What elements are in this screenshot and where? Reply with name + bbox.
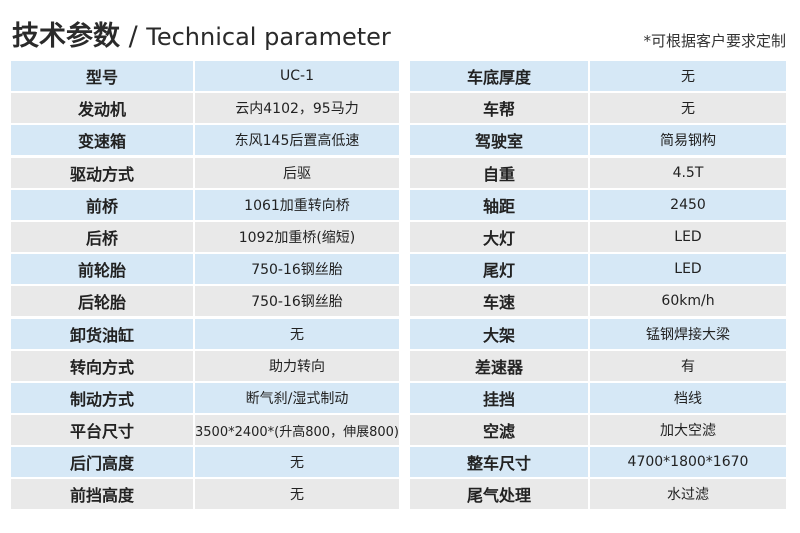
- spec-value: LED: [590, 221, 786, 252]
- spec-label: 驱动方式: [11, 157, 193, 188]
- spec-label: 大架: [410, 318, 588, 349]
- spec-label: 挂挡: [410, 382, 588, 413]
- page-title: 技术参数 / Technical parameter: [12, 14, 391, 53]
- table-row: 后轮胎 750-16钢丝胎: [11, 286, 399, 317]
- spec-value: 无: [195, 318, 399, 349]
- spec-label: 车速: [410, 286, 588, 317]
- spec-value: 3500*2400*(升高800，伸展800): [195, 415, 399, 446]
- spec-value: 东风145后置高低速: [195, 125, 399, 156]
- spec-value: 2450: [590, 189, 786, 220]
- table-row: 驾驶室 简易钢构: [410, 125, 786, 156]
- spec-label: 前轮胎: [11, 254, 193, 285]
- spec-value: 60km/h: [590, 286, 786, 317]
- table-row: 前轮胎 750-16钢丝胎: [11, 254, 399, 285]
- spec-label: 后桥: [11, 221, 193, 252]
- spec-label: 前桥: [11, 189, 193, 220]
- table-row: 大灯 LED: [410, 221, 786, 252]
- spec-label: 发动机: [11, 93, 193, 124]
- table-row: 轴距 2450: [410, 189, 786, 220]
- spec-value: 750-16钢丝胎: [195, 254, 399, 285]
- table-row: 空滤 加大空滤: [410, 415, 786, 446]
- spec-value: 4700*1800*1670: [590, 447, 786, 478]
- spec-value: 云内4102，95马力: [195, 93, 399, 124]
- spec-label: 转向方式: [11, 350, 193, 381]
- spec-label: 整车尺寸: [410, 447, 588, 478]
- table-row: 挂挡 档线: [410, 382, 786, 413]
- table-row: 车速 60km/h: [410, 286, 786, 317]
- title-cn: 技术参数: [12, 21, 120, 52]
- table-row: 后门高度无: [11, 447, 399, 478]
- spec-value: 断气刹/湿式制动: [195, 382, 399, 413]
- spec-label: 车帮: [410, 93, 588, 124]
- spec-label: 大灯: [410, 221, 588, 252]
- spec-label: 差速器: [410, 350, 588, 381]
- table-row: 制动方式 断气刹/湿式制动: [11, 382, 399, 413]
- spec-value: 后驱: [195, 157, 399, 188]
- spec-value: 无: [590, 61, 786, 91]
- spec-label: 后门高度: [11, 447, 193, 478]
- spec-value: 简易钢构: [590, 125, 786, 156]
- spec-label: 自重: [410, 157, 588, 188]
- table-row: 尾气处理 水过滤: [410, 479, 786, 510]
- spec-label: 后轮胎: [11, 286, 193, 317]
- table-row: 变速箱 东风145后置高低速: [11, 125, 399, 156]
- spec-label: 平台尺寸: [11, 415, 193, 446]
- table-row: 卸货油缸无: [11, 318, 399, 349]
- spec-value: 1061加重转向桥: [195, 189, 399, 220]
- table-row: 自重 4.5T: [410, 157, 786, 188]
- table-row: 整车尺寸 4700*1800*1670: [410, 447, 786, 478]
- spec-value: LED: [590, 254, 786, 285]
- spec-value: 助力转向: [195, 350, 399, 381]
- spec-value: 无: [195, 447, 399, 478]
- spec-label: 轴距: [410, 189, 588, 220]
- table-row: 差速器有: [410, 350, 786, 381]
- table-row: 前桥 1061加重转向桥: [11, 189, 399, 220]
- table-row: 车帮无: [410, 93, 786, 124]
- spec-label: 卸货油缸: [11, 318, 193, 349]
- table-row: 平台尺寸 3500*2400*(升高800，伸展800): [11, 415, 399, 446]
- table-row: 型号 UC-1: [11, 61, 399, 91]
- table-row: 驱动方式 后驱: [11, 157, 399, 188]
- spec-label: 尾气处理: [410, 479, 588, 510]
- spec-label: 变速箱: [11, 125, 193, 156]
- spec-value: 档线: [590, 382, 786, 413]
- title-en: Technical parameter: [146, 23, 391, 51]
- table-row: 车底厚度无: [410, 61, 786, 91]
- table-row: 转向方式 助力转向: [11, 350, 399, 381]
- spec-label: 制动方式: [11, 382, 193, 413]
- customization-note: *可根据客户要求定制: [643, 32, 786, 50]
- spec-value: 4.5T: [590, 157, 786, 188]
- spec-value: 1092加重桥(缩短): [195, 221, 399, 252]
- spec-value: 无: [195, 479, 399, 510]
- spec-label: 驾驶室: [410, 125, 588, 156]
- table-row: 后桥 1092加重桥(缩短): [11, 221, 399, 252]
- table-row: 前挡高度无: [11, 479, 399, 510]
- title-separator: /: [120, 21, 147, 52]
- spec-label: 尾灯: [410, 254, 588, 285]
- spec-value: 锰钢焊接大梁: [590, 318, 786, 349]
- spec-label: 车底厚度: [410, 61, 588, 91]
- table-row: 发动机 云内4102，95马力: [11, 93, 399, 124]
- spec-value: 加大空滤: [590, 415, 786, 446]
- spec-value: 有: [590, 350, 786, 381]
- spec-label: 前挡高度: [11, 479, 193, 510]
- spec-table-right: 车底厚度无车帮无驾驶室 简易钢构 自重 4.5T 轴距 2450 大灯 LED 尾灯 LED 车速 6…: [410, 61, 786, 512]
- spec-value: 水过滤: [590, 479, 786, 510]
- spec-value: 无: [590, 93, 786, 124]
- spec-value: 750-16钢丝胎: [195, 286, 399, 317]
- spec-label: 空滤: [410, 415, 588, 446]
- spec-table-left: 型号 UC-1 发动机 云内4102，95马力 变速箱 东风145后置高低速 驱动方式 后驱前…: [11, 61, 399, 512]
- spec-label: 型号: [11, 61, 193, 91]
- table-row: 大架 锰钢焊接大梁: [410, 318, 786, 349]
- table-row: 尾灯 LED: [410, 254, 786, 285]
- spec-value: UC-1: [195, 61, 399, 91]
